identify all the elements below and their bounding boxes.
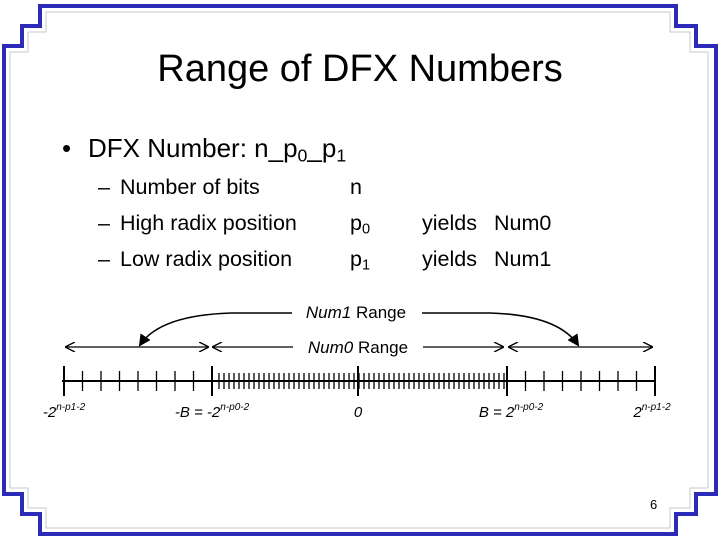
sub-item-yields: yields xyxy=(422,211,477,236)
page-number: 6 xyxy=(650,497,657,512)
axis-label-neg-max: -2n-p1-2 xyxy=(43,402,86,421)
sub-item-dash: – xyxy=(98,175,110,200)
sub-item-yields: yields xyxy=(422,247,477,272)
slide-title: Range of DFX Numbers xyxy=(0,48,720,91)
sub-item-dash: – xyxy=(98,247,110,272)
symbol-text: n xyxy=(350,175,362,199)
num1-range-label: Num1 Range xyxy=(306,303,406,322)
axis-label-neg-b: -B = -2n-p0-2 xyxy=(175,402,250,421)
bullet-dfx-number: • DFX Number: n_p0_p1 xyxy=(62,133,346,164)
format-sub0: 0 xyxy=(298,145,308,165)
format-sep1: _p xyxy=(269,133,298,163)
axis-label-zero: 0 xyxy=(354,404,363,421)
sub-item-dash: – xyxy=(98,211,110,236)
format-n: n xyxy=(254,133,268,163)
sub-item-symbol: n xyxy=(350,175,362,200)
sub-item-label: Low radix position xyxy=(120,247,292,272)
sub-item-label: Number of bits xyxy=(120,175,260,200)
sub-item-symbol: p1 xyxy=(350,247,370,272)
sub-item-result: Num0 xyxy=(494,211,551,236)
format-sep2: _p xyxy=(307,133,336,163)
sub-item-symbol: p0 xyxy=(350,211,370,236)
symbol-text: p xyxy=(350,247,362,271)
bullet-dot-icon: • xyxy=(62,133,88,164)
num1-arrow-left xyxy=(140,313,292,345)
symbol-text: p xyxy=(350,211,362,235)
symbol-sub: 0 xyxy=(362,222,370,238)
range-diagram: Num1 Range Num0 Range -2n-p1-2 -B = -2n-… xyxy=(0,290,720,430)
symbol-sub: 1 xyxy=(362,258,370,274)
axis-label-pos-max: 2n-p1-2 xyxy=(632,402,671,421)
num1-arrow-right xyxy=(422,313,578,345)
axis-label-pos-b: B = 2n-p0-2 xyxy=(479,402,544,421)
sub-item-label: High radix position xyxy=(120,211,297,236)
format-sub1: 1 xyxy=(336,145,346,165)
num0-range-label: Num0 Range xyxy=(308,338,408,357)
sub-item-result: Num1 xyxy=(494,247,551,272)
bullet-label: DFX Number: xyxy=(88,133,254,163)
